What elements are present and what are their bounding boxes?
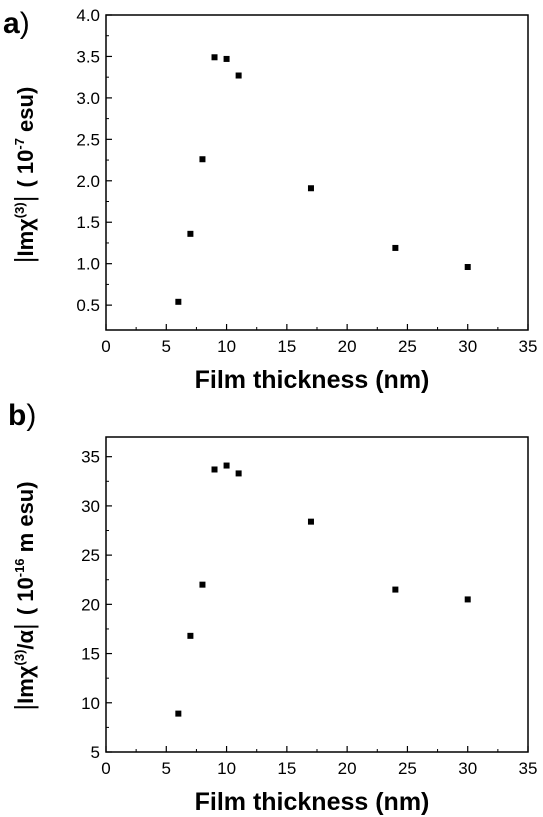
plot-b-point [464,596,471,603]
plot-b-xtick-label: 0 [101,759,110,778]
plot-b-points [175,462,471,717]
plot-a-xtick-label: 0 [101,337,110,356]
plot-a-ytick-label: 2.5 [76,130,100,149]
plot-b-ytick-label: 15 [81,645,100,664]
plot-a-ytick-label: 1.5 [76,213,100,232]
plot-b-point [223,462,230,469]
plot-b-xtick-label: 30 [458,759,477,778]
plot-a-xtick-label: 5 [162,337,171,356]
plot-b-ytick-label: 5 [91,743,100,762]
plot-b-ytick-label: 10 [81,694,100,713]
panel-a-label: a) [3,7,30,40]
plot-a-points [175,54,471,305]
plot-a-xtick-label: 20 [338,337,357,356]
plot-a-yticks: 0.5 1.0 1.5 2.0 2.5 3.0 3.5 4.0 [76,6,112,315]
plot-b-frame [105,436,529,753]
plot-b-xticks: 0 5 10 15 20 25 30 35 [101,746,537,778]
plot-b-point [235,470,242,477]
panel-a: a) 0 5 10 15 20 25 30 35 0.5 1.0 1.5 2.0 2.5 3.0 3.5 4… [3,6,537,394]
plot-b-ytick-label: 35 [81,448,100,467]
plot-b-point [307,518,314,525]
plot-b-xtick-label: 10 [217,759,236,778]
plot-b-xtick-label: 15 [277,759,296,778]
plot-a-frame [105,14,529,331]
plot-b-point [187,632,194,639]
plot-a-point [211,54,218,61]
plot-b-point [211,466,218,473]
plot-b-ylabel: |Imχ(3)/α|( 10-16 m esu) [9,481,39,710]
plot-a-xtick-label: 15 [277,337,296,356]
panel-b-label: b) [8,399,36,432]
plot-b-ytick-label: 25 [81,546,100,565]
plot-b-xtick-label: 35 [519,759,538,778]
plot-a-ytick-label: 2.0 [76,172,100,191]
plot-a-point [464,264,471,270]
plot-b-xtick-label: 5 [162,759,171,778]
plot-b-ytick-label: 30 [81,497,100,516]
plot-b-xtick-label: 25 [398,759,417,778]
plot-b-xtick-label: 20 [338,759,357,778]
plot-a-ytick-label: 3.5 [76,47,100,66]
plot-b-xlabel: Film thickness (nm) [195,788,430,816]
plot-a-ytick-label: 4.0 [76,6,100,25]
plot-a-point [392,244,399,251]
plot-a-xticks: 0 5 10 15 20 25 30 35 [101,324,537,356]
plot-a-ylabel: |Imχ(3)|( 10-7 esu) [9,87,39,264]
plot-a-point [199,156,206,163]
plot-a-xtick-label: 25 [398,337,417,356]
plot-a-point [223,55,230,62]
plot-b-point [392,586,399,593]
plot-b-ytick-label: 20 [81,595,100,614]
plot-a-point [175,298,182,305]
plot-b-point [175,710,182,717]
plot-a-point [307,185,314,192]
plot-b-yticks: 5 10 15 20 25 30 35 [81,448,112,762]
plot-a-ytick-label: 3.0 [76,89,100,108]
plot-b-point [199,581,206,588]
plot-a-xtick-label: 35 [519,337,538,356]
plot-a-point [187,230,194,237]
plot-a-ytick-label: 1.0 [76,255,100,274]
plot-a-xtick-label: 30 [458,337,477,356]
plot-a-point [235,72,242,79]
plot-a-ytick-label: 0.5 [76,296,100,315]
plot-a-xtick-label: 10 [217,337,236,356]
plot-a-xlabel: Film thickness (nm) [195,366,430,394]
